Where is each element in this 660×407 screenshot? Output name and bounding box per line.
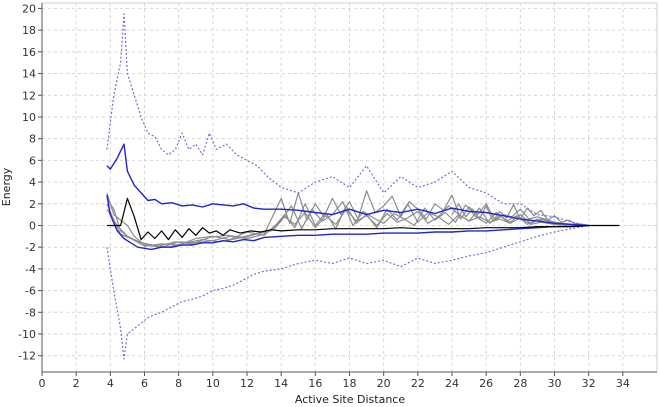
y-tick-label: 4 xyxy=(29,176,36,189)
sample-line xyxy=(106,208,589,247)
y-tick-label: 10 xyxy=(22,111,36,124)
x-tick-label: 14 xyxy=(274,377,288,390)
x-tick-label: 16 xyxy=(308,377,322,390)
mean-line xyxy=(106,197,620,241)
x-tick-label: 34 xyxy=(616,377,630,390)
y-tick-label: -10 xyxy=(18,328,36,341)
y-tick-label: 12 xyxy=(22,89,36,102)
x-axis-label: Active Site Distance xyxy=(295,393,405,406)
y-tick-label: 2 xyxy=(29,198,36,211)
y-tick-label: -4 xyxy=(25,263,36,276)
y-axis-label: Energy xyxy=(0,167,13,206)
x-tick-label: 22 xyxy=(411,377,425,390)
y-tick-label: 0 xyxy=(29,219,36,232)
x-tick-label: 20 xyxy=(377,377,391,390)
outer-upper-line xyxy=(106,13,589,227)
series-group xyxy=(106,13,620,360)
x-tick-label: 2 xyxy=(73,377,80,390)
x-tick-label: 24 xyxy=(445,377,459,390)
x-tick-label: 26 xyxy=(479,377,493,390)
x-tick-label: 30 xyxy=(548,377,562,390)
axes: 0 2 4 6 8 10 12 14 16 18 20 22 24 26 28 30 32 34201816141… xyxy=(18,2,657,390)
x-tick-label: 18 xyxy=(343,377,357,390)
x-tick-label: 12 xyxy=(240,377,254,390)
y-tick-label: -12 xyxy=(18,350,36,363)
x-tick-label: 4 xyxy=(107,377,114,390)
y-tick-label: 18 xyxy=(22,24,36,37)
y-tick-label: 14 xyxy=(22,68,36,81)
y-tick-label: 8 xyxy=(29,133,36,146)
x-tick-label: 8 xyxy=(175,377,182,390)
y-tick-label: -2 xyxy=(25,241,36,254)
x-tick-label: 28 xyxy=(513,377,527,390)
y-tick-label: -6 xyxy=(25,285,36,298)
axis-labels: Active Site Distance Energy xyxy=(0,167,405,406)
sd-lower-line xyxy=(106,194,589,251)
sd-upper-line xyxy=(106,143,589,227)
x-tick-label: 6 xyxy=(141,377,148,390)
y-tick-label: 16 xyxy=(22,46,36,59)
x-tick-label: 0 xyxy=(39,377,46,390)
y-tick-label: 20 xyxy=(22,2,36,15)
y-tick-label: -8 xyxy=(25,306,36,319)
x-tick-label: 10 xyxy=(206,377,220,390)
grid xyxy=(41,2,658,373)
y-tick-label: 6 xyxy=(29,154,36,167)
x-tick-label: 32 xyxy=(582,377,596,390)
